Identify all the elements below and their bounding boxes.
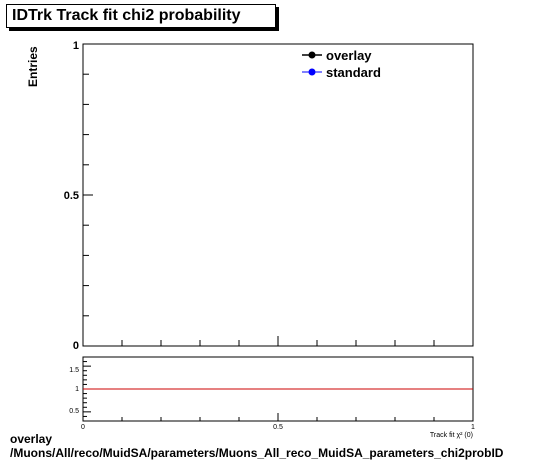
legend-standard-marker <box>308 68 316 76</box>
ratio-ytick-label-1: 1 <box>75 386 79 393</box>
legend-standard-label: standard <box>326 65 381 80</box>
main-plot-frame <box>82 43 474 347</box>
footer-line-2: /Muons/All/reco/MuidSA/parameters/Muons_… <box>10 446 504 460</box>
main-y-axis-label: Entries <box>26 46 40 87</box>
main-x-axis-ticks <box>82 336 474 346</box>
main-ytick-label-0-5: 0.5 <box>64 190 79 202</box>
chart-title: IDTrk Track fit chi2 probability <box>12 7 241 24</box>
ratio-ytick-label-0-5: 0.5 <box>69 408 79 415</box>
ratio-xtick-label-0: 0 <box>81 424 85 431</box>
ratio-x-axis-ticks <box>82 413 474 421</box>
legend: overlay standard <box>302 48 381 80</box>
ratio-xtick-label-0-5: 0.5 <box>273 424 283 431</box>
chart-title-box: IDTrk Track fit chi2 probability <box>6 4 276 28</box>
ratio-ytick-label-1-5: 1.5 <box>69 367 79 374</box>
ratio-x-axis-label: Track fit χ² (0) <box>430 432 473 439</box>
legend-overlay-label: overlay <box>326 48 372 63</box>
main-y-axis-ticks <box>83 43 93 347</box>
legend-overlay-marker <box>308 51 316 59</box>
ratio-xtick-label-1: 1 <box>471 424 475 431</box>
main-ytick-label-0: 0 <box>73 340 79 352</box>
main-ytick-label-1: 1 <box>73 40 79 52</box>
footer-line-1: overlay <box>10 432 53 446</box>
